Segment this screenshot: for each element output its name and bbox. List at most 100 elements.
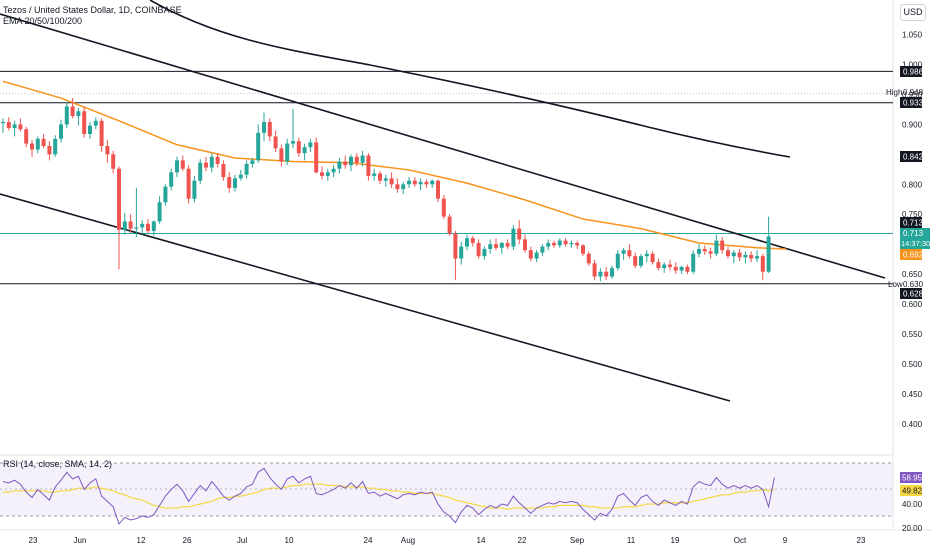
candle [511,225,516,251]
candle-body [418,181,423,185]
y-tick-label: 0.800 [902,180,923,189]
candle [35,136,40,154]
candle [111,150,116,174]
candle [134,187,139,237]
price-tag-0-986: 0.986 [900,66,924,77]
candle [407,177,411,188]
svg-text:0.713: 0.713 [903,219,924,228]
svg-text:0.692: 0.692 [903,251,924,260]
candle [320,166,324,180]
candle-body [517,228,522,240]
candle-body [598,271,603,277]
candle-body [291,141,295,144]
candle [238,169,243,181]
candle [122,213,127,235]
candle [233,174,237,192]
candle [378,171,382,185]
candle [534,250,539,263]
svg-text:0.628: 0.628 [903,290,924,299]
candle [494,238,498,251]
currency-button[interactable]: USD [900,4,926,21]
candle-body [697,248,701,254]
candle-body [482,248,487,257]
candle-body [372,173,377,176]
candle [140,220,145,235]
candle [383,174,388,187]
candle [262,112,266,142]
candle [766,216,771,273]
candle [697,244,701,258]
rsi-line[interactable] [2,467,775,525]
candle-body [615,253,620,269]
candle-body [650,253,655,263]
candle [610,265,614,279]
x-tick-label: 11 [627,536,636,545]
candle [70,98,75,119]
candle-body [627,250,632,257]
indicator-label[interactable]: EMA 20/50/100/200 [3,16,83,26]
y-tick-label: 0.400 [902,420,923,429]
price-tag-0-933: 0.933 [900,97,924,108]
candle-body [99,120,104,146]
candle-body [285,143,290,162]
candle-body [296,141,301,154]
candle-body [279,148,284,162]
y-tick-label: 1.000 [902,61,923,70]
candle [499,241,504,254]
candle-body [128,221,133,229]
low-label-text: Low [888,280,903,289]
candle [204,156,208,172]
candle-body [499,242,504,248]
candle-body [586,253,591,264]
candle [308,138,313,152]
candle [679,265,684,275]
candle-body [644,253,649,257]
candle-body [557,240,562,246]
y-tick-label: 0.950 [902,90,923,99]
lower-channel-trendline[interactable] [0,193,731,402]
candle [401,181,406,194]
candle-body [621,250,626,254]
candle-body [215,156,220,164]
x-tick-label: 9 [783,536,788,545]
candle-body [610,268,614,277]
upper-channel-trendline[interactable] [0,13,886,279]
candle [760,253,765,281]
candle [360,150,365,167]
candle-body [354,156,359,163]
svg-text:0.986: 0.986 [903,68,924,77]
x-tick-label: Jul [237,536,247,545]
candle-body [53,138,58,155]
candle-body [436,180,440,199]
candle-body [238,174,243,179]
candle [366,153,371,181]
candle [198,159,203,185]
candle-body [41,138,46,146]
upper-resistance-curve[interactable] [149,0,791,158]
rsi-ma-line[interactable] [3,483,775,510]
rsi-label[interactable]: RSI (14, close, SMA, 14, 2) [3,459,113,469]
symbol-title[interactable]: Tezos / United States Dollar, 1D, COINBA… [3,5,182,15]
candle-body [540,246,545,253]
candle [273,130,278,152]
candle-body [749,254,754,259]
x-tick-label: 23 [857,536,866,545]
candle-body [395,184,400,190]
candle-body [163,186,168,203]
candle-body [639,256,643,266]
candle-body [656,262,661,269]
candle [505,239,510,249]
candle-body [146,223,150,232]
candle-body [64,106,69,125]
candle-body [82,111,87,135]
candle [117,166,121,270]
candle [557,238,562,248]
candle [128,214,133,234]
candle [708,247,713,259]
svg-text:49.82: 49.82 [902,487,923,496]
candle [151,220,156,236]
candle [256,124,261,163]
ema-line[interactable] [2,80,787,250]
